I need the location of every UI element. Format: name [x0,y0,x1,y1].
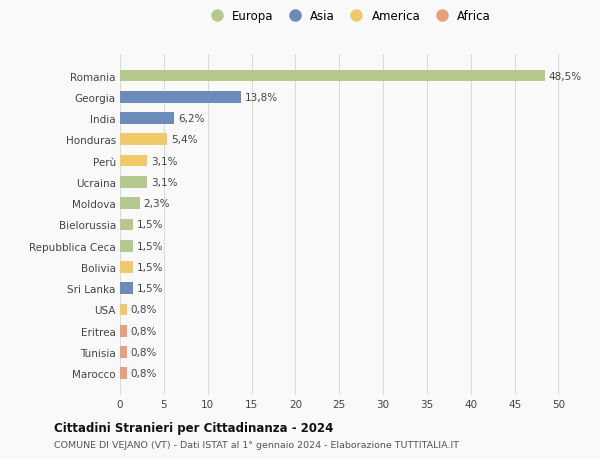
Text: 0,8%: 0,8% [131,326,157,336]
Bar [120,304,127,316]
Bar [120,325,127,337]
Text: 0,8%: 0,8% [131,347,157,357]
Text: 3,1%: 3,1% [151,178,177,187]
Text: Cittadini Stranieri per Cittadinanza - 2024: Cittadini Stranieri per Cittadinanza - 2… [54,421,334,435]
Text: 0,8%: 0,8% [131,369,157,379]
Bar [120,241,133,252]
Text: 5,4%: 5,4% [171,135,197,145]
Bar [120,219,133,231]
Legend: Europa, Asia, America, Africa: Europa, Asia, America, Africa [205,10,491,23]
Text: COMUNE DI VEJANO (VT) - Dati ISTAT al 1° gennaio 2024 - Elaborazione TUTTITALIA.: COMUNE DI VEJANO (VT) - Dati ISTAT al 1°… [54,441,459,449]
Bar [120,283,133,294]
Text: 1,5%: 1,5% [137,263,163,272]
Text: 2,3%: 2,3% [143,199,170,209]
Text: 3,1%: 3,1% [151,156,177,166]
Text: 1,5%: 1,5% [137,284,163,294]
Text: 48,5%: 48,5% [549,71,582,81]
Bar [120,92,241,103]
Bar [120,113,175,125]
Bar [120,156,147,167]
Bar [120,262,133,273]
Text: 1,5%: 1,5% [137,220,163,230]
Text: 0,8%: 0,8% [131,305,157,315]
Bar [120,198,140,209]
Text: 13,8%: 13,8% [245,93,278,102]
Bar [120,71,545,82]
Bar [120,134,167,146]
Bar [120,347,127,358]
Text: 6,2%: 6,2% [178,114,205,124]
Text: 1,5%: 1,5% [137,241,163,251]
Bar [120,368,127,379]
Bar [120,177,147,188]
